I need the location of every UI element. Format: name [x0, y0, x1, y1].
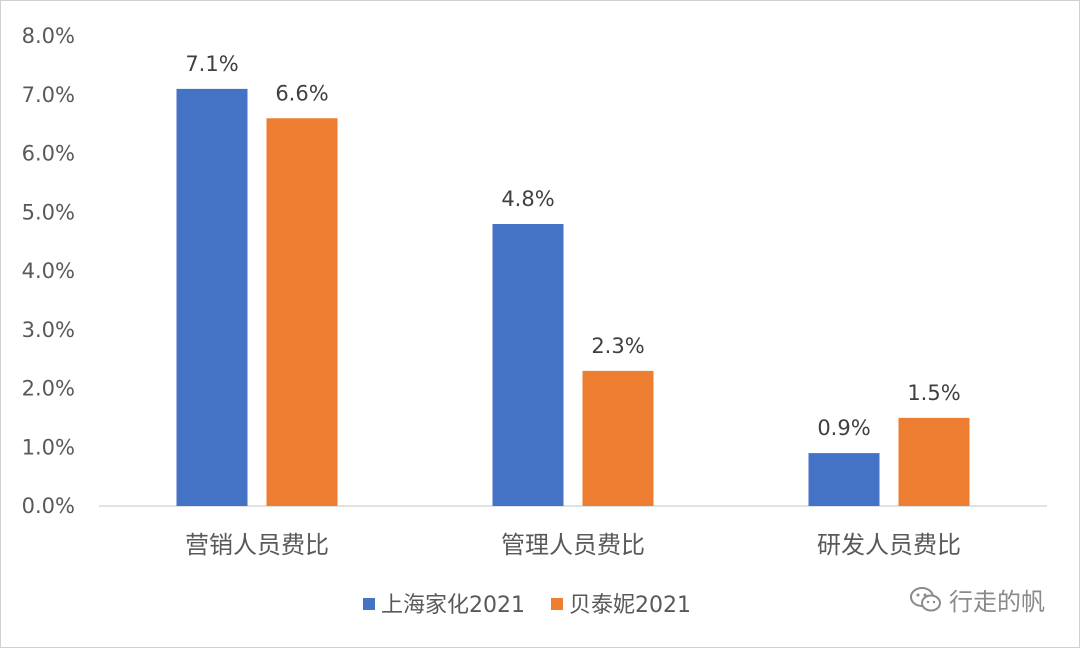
bar: [808, 453, 880, 506]
watermark: 行走的帆: [909, 582, 1045, 617]
y-tick-label: 4.0%: [22, 259, 75, 283]
legend: 上海家化2021 贝泰妮2021: [363, 593, 691, 618]
y-tick-label: 0.0%: [22, 494, 75, 518]
data-labels: 7.1% 6.6% 4.8% 2.3% 0.9% 1.5%: [185, 52, 960, 440]
category-labels: 营销人员费比 管理人员费比 研发人员费比: [185, 531, 961, 559]
y-tick-label: 1.0%: [22, 435, 75, 459]
y-axis-ticks: 0.0% 1.0% 2.0% 3.0% 4.0% 5.0% 6.0% 7.0% 8.0%: [22, 24, 75, 518]
y-tick-label: 7.0%: [22, 83, 75, 107]
data-label: 7.1%: [185, 52, 238, 76]
category-label: 管理人员费比: [501, 531, 645, 559]
data-label: 4.8%: [501, 187, 554, 211]
watermark-text: 行走的帆: [949, 588, 1045, 616]
bar: [582, 370, 654, 506]
legend-swatch: [551, 598, 563, 610]
data-label: 1.5%: [907, 381, 960, 405]
wechat-icon: [910, 586, 941, 611]
y-tick-label: 3.0%: [22, 318, 75, 342]
bar: [898, 417, 970, 506]
y-tick-label: 2.0%: [22, 377, 75, 401]
bar: [176, 88, 248, 506]
bar: [492, 224, 564, 506]
legend-swatch: [363, 598, 375, 610]
legend-label: 贝泰妮2021: [569, 593, 691, 618]
y-tick-label: 6.0%: [22, 142, 75, 166]
data-label: 6.6%: [275, 81, 328, 105]
data-label: 2.3%: [591, 334, 644, 358]
data-label: 0.9%: [817, 416, 870, 440]
y-tick-label: 5.0%: [22, 200, 75, 224]
category-label: 研发人员费比: [817, 531, 961, 559]
category-label: 营销人员费比: [185, 531, 329, 559]
bars: [176, 88, 970, 506]
bar: [266, 118, 338, 506]
legend-label: 上海家化2021: [381, 593, 525, 618]
y-tick-label: 8.0%: [22, 24, 75, 48]
